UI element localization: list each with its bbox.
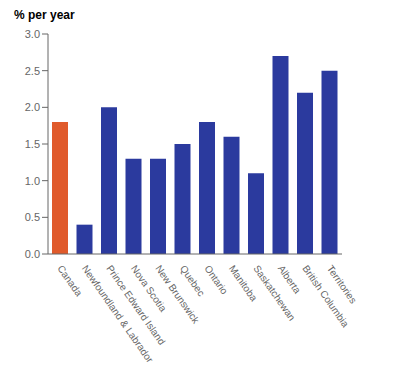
svg-text:Quebec: Quebec (177, 263, 207, 299)
svg-text:0.5: 0.5 (25, 211, 40, 223)
svg-text:Alberta: Alberta (276, 263, 303, 296)
svg-text:British Columbia: British Columbia (300, 263, 352, 330)
svg-text:2.5: 2.5 (25, 65, 40, 77)
svg-text:Prince Edward Island: Prince Edward Island (104, 263, 168, 347)
svg-text:New Brunswick: New Brunswick (153, 263, 202, 326)
html-text:% per year: % per year (14, 8, 75, 22)
svg-text:1.0: 1.0 (25, 175, 40, 187)
svg-text:Canada: Canada (55, 263, 85, 299)
svg-text:Newfoundland & Labrador: Newfoundland & Labrador (79, 263, 156, 365)
svg-text:Saskatchewan: Saskatchewan (251, 263, 298, 323)
svg-text:3.0: 3.0 (25, 28, 40, 40)
svg-text:1.5: 1.5 (25, 138, 40, 150)
svg-text:Territories: Territories (325, 263, 359, 305)
svg-text:2.0: 2.0 (25, 101, 40, 113)
svg-text:Ontario: Ontario (202, 263, 230, 297)
svg-text:Manitoba: Manitoba (226, 263, 260, 304)
svg-text:0.0: 0.0 (25, 248, 40, 260)
svg-text:Nova Scotia: Nova Scotia (128, 263, 169, 314)
